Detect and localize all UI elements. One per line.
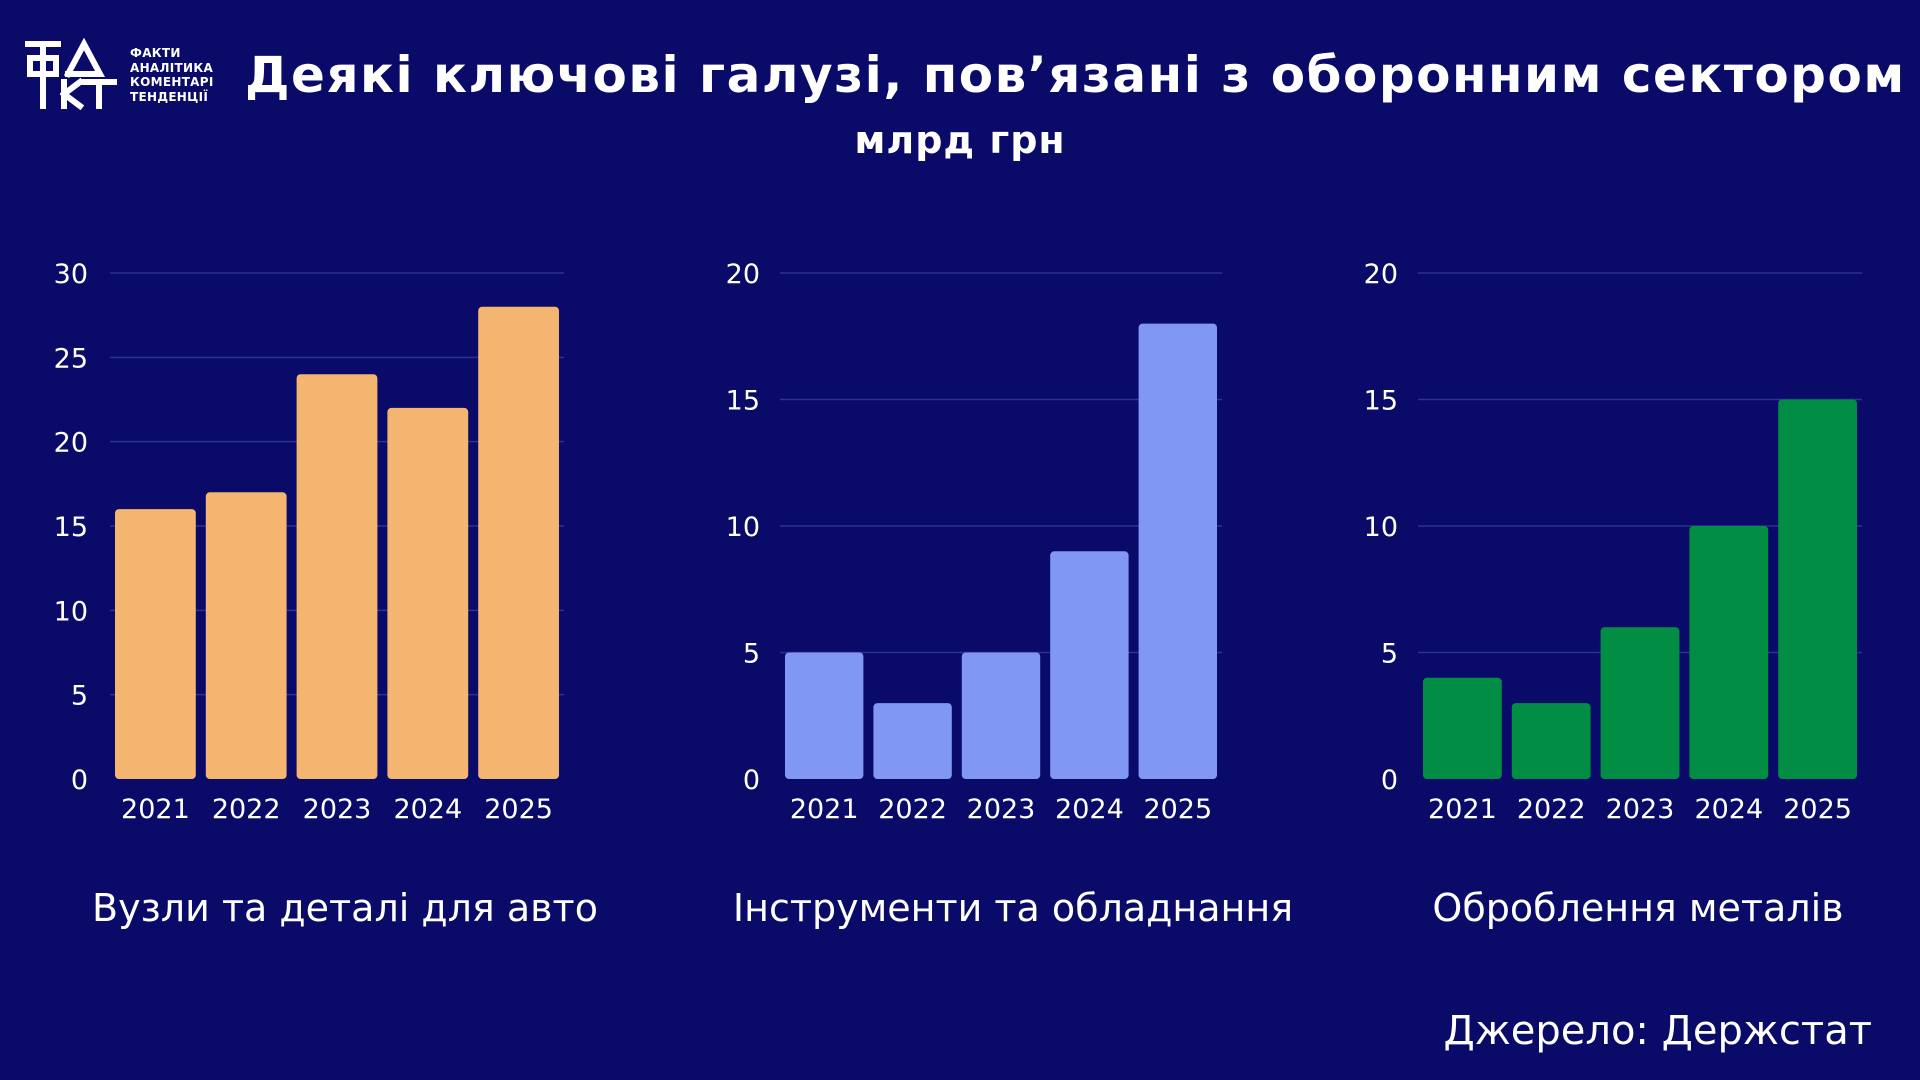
logo-line: ФАКТИ [130,46,181,60]
bar [1689,526,1769,779]
x-tick-label: 2022 [878,794,947,825]
x-tick-label: 2025 [484,794,553,825]
y-tick-label: 10 [726,512,760,543]
x-tick-label: 2022 [1517,794,1586,825]
y-tick-label: 15 [726,386,760,417]
logo-line: ТЕНДЕНЦІЇ [130,89,209,104]
y-tick-label: 20 [726,259,760,290]
logo-text: ФАКТИ АНАЛІТИКА КОМЕНТАРІ ТЕНДЕНЦІЇ [130,46,214,104]
x-tick-label: 2024 [1694,794,1763,825]
y-tick-label: 20 [54,428,88,459]
y-tick-label: 20 [1364,259,1398,290]
bar [1600,627,1680,779]
x-tick-label: 2024 [393,794,462,825]
x-tick-label: 2023 [967,794,1036,825]
x-tick-label: 2025 [1783,794,1852,825]
logo-mark-icon [25,37,117,111]
y-tick-label: 5 [743,639,760,670]
logo-line: КОМЕНТАРІ [130,75,214,89]
y-tick-label: 0 [743,765,760,796]
bar [478,306,559,779]
source-note: Джерело: Держстат [1443,1008,1872,1054]
y-tick-label: 0 [1381,765,1398,796]
y-tick-label: 10 [1364,512,1398,543]
y-tick-label: 25 [54,343,88,374]
logo: ФАКТИ АНАЛІТИКА КОМЕНТАРІ ТЕНДЕНЦІЇ [24,37,213,111]
x-tick-label: 2021 [1428,794,1497,825]
bar [296,374,378,779]
y-tick-label: 5 [1381,639,1398,670]
x-tick-label: 2021 [121,794,190,825]
y-tick-label: 0 [71,765,88,796]
x-tick-label: 2022 [212,794,281,825]
bar [387,407,469,779]
page-subtitle: млрд грн [854,118,1066,162]
bar [1138,323,1217,779]
bar [1511,703,1591,779]
bar [115,509,196,779]
chart-title: Оброблення металів [1432,886,1843,930]
page-title: Деякі ключові галузі, пов’язані з оборон… [245,46,1906,104]
bar [785,652,864,779]
bar [1050,551,1129,779]
logo-line: АНАЛІТИКА [130,60,214,75]
bar [961,652,1041,779]
x-tick-label: 2023 [1606,794,1675,825]
bar [1778,399,1857,779]
chart-title: Вузли та деталі для авто [92,886,598,930]
y-tick-label: 10 [54,596,88,627]
x-tick-label: 2023 [303,794,372,825]
bar [1423,677,1502,779]
bar [873,703,952,779]
x-tick-label: 2025 [1143,794,1212,825]
y-tick-label: 30 [54,259,88,290]
bar [205,492,287,779]
x-tick-label: 2021 [790,794,859,825]
y-tick-label: 15 [54,512,88,543]
y-tick-label: 15 [1364,386,1398,417]
y-tick-label: 5 [71,681,88,712]
x-tick-label: 2024 [1055,794,1124,825]
chart-title: Інструменти та обладнання [733,886,1293,930]
